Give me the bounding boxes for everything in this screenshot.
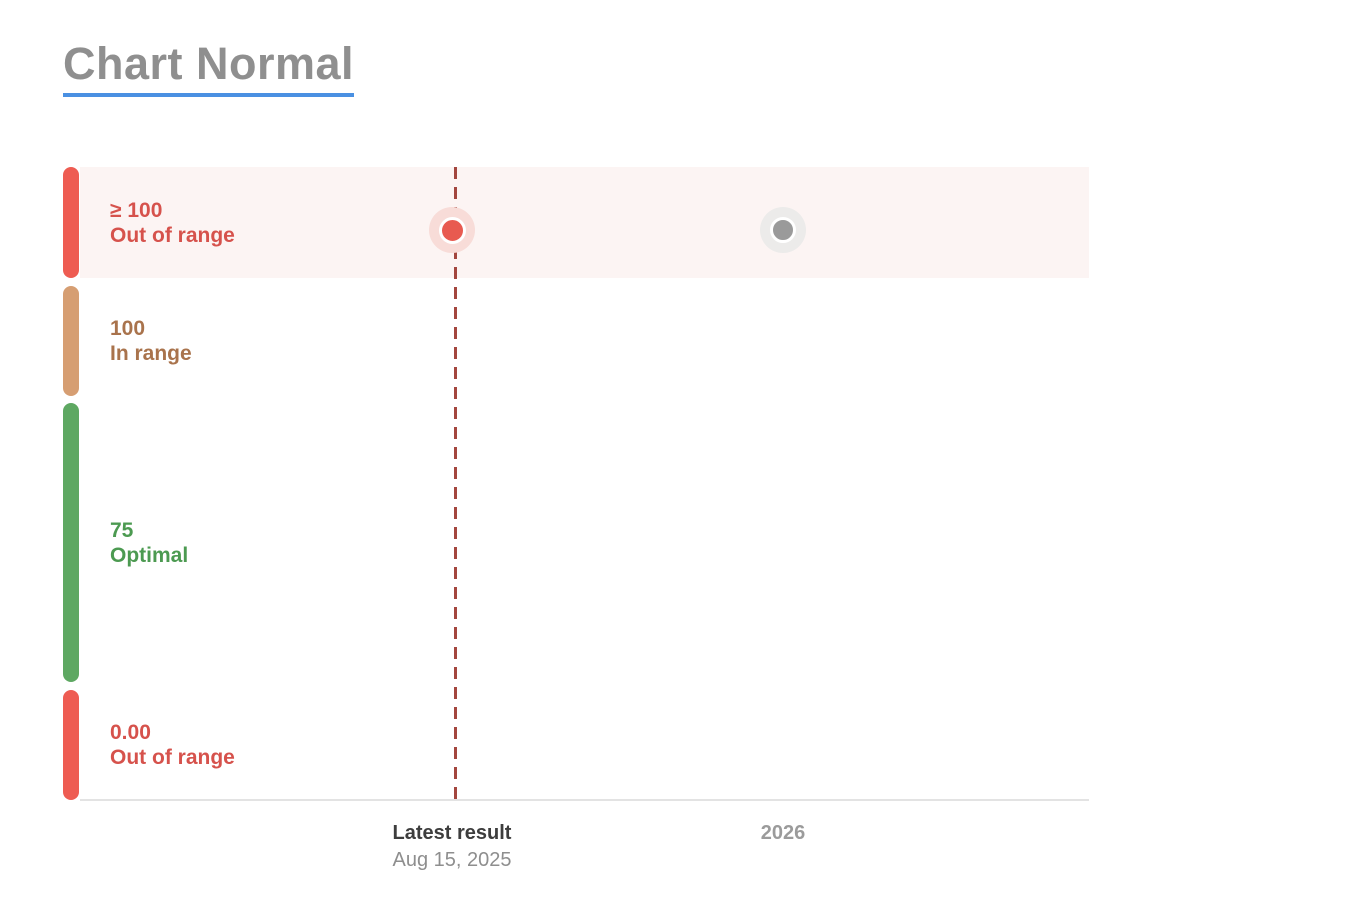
band-background-highlight: [80, 167, 1089, 278]
x-tick-2026: 2026: [761, 820, 806, 847]
band-background: [80, 403, 1089, 682]
band-value: 75: [110, 518, 134, 542]
band-range-label: Out of range: [110, 223, 235, 247]
future-result-point-dot: [770, 217, 796, 243]
x-tick-date: Aug 15, 2025: [392, 849, 512, 871]
band-value: 100: [110, 317, 146, 340]
band-bar-out-of-range-low: [63, 690, 79, 800]
band-label-in-range: 100 In range: [110, 316, 192, 366]
latest-result-point-dot: [438, 216, 466, 244]
x-axis-line: [80, 799, 1089, 801]
band-range-label: Optimal: [110, 543, 189, 567]
band-label-out-of-range-low: 0.00 Out of range: [110, 720, 235, 770]
future-result-point[interactable]: [760, 207, 806, 253]
latest-result-point[interactable]: [429, 207, 475, 253]
latest-result-reference-line: [454, 167, 457, 800]
band-range-label: Out of range: [110, 746, 235, 769]
band-label-out-of-range-high: ≥ 100 Out of range: [110, 198, 235, 248]
band-out-of-range-low: 0.00 Out of range: [63, 690, 1089, 800]
band-background: [80, 286, 1089, 396]
band-out-of-range-high: ≥ 100 Out of range: [63, 167, 1089, 278]
x-tick-label: Latest result: [392, 822, 512, 844]
band-range-label: In range: [110, 342, 192, 365]
band-label-optimal: 75 Optimal: [110, 518, 188, 568]
band-bar-optimal: [63, 403, 79, 682]
band-value: ≥ 100: [110, 198, 163, 222]
chart-title-link[interactable]: Chart Normal: [63, 38, 355, 97]
band-bar-in-range: [63, 286, 79, 396]
band-bar-out-of-range-high: [63, 167, 79, 278]
band-optimal: 75 Optimal: [63, 403, 1089, 682]
band-value: 0.00: [110, 721, 151, 744]
chart-area: ≥ 100 Out of range 100 In range 75 Optim…: [63, 167, 1089, 801]
band-in-range: 100 In range: [63, 286, 1089, 396]
x-tick-latest-result: Latest result Aug 15, 2025: [393, 820, 512, 874]
x-tick-label: 2026: [760, 822, 806, 844]
